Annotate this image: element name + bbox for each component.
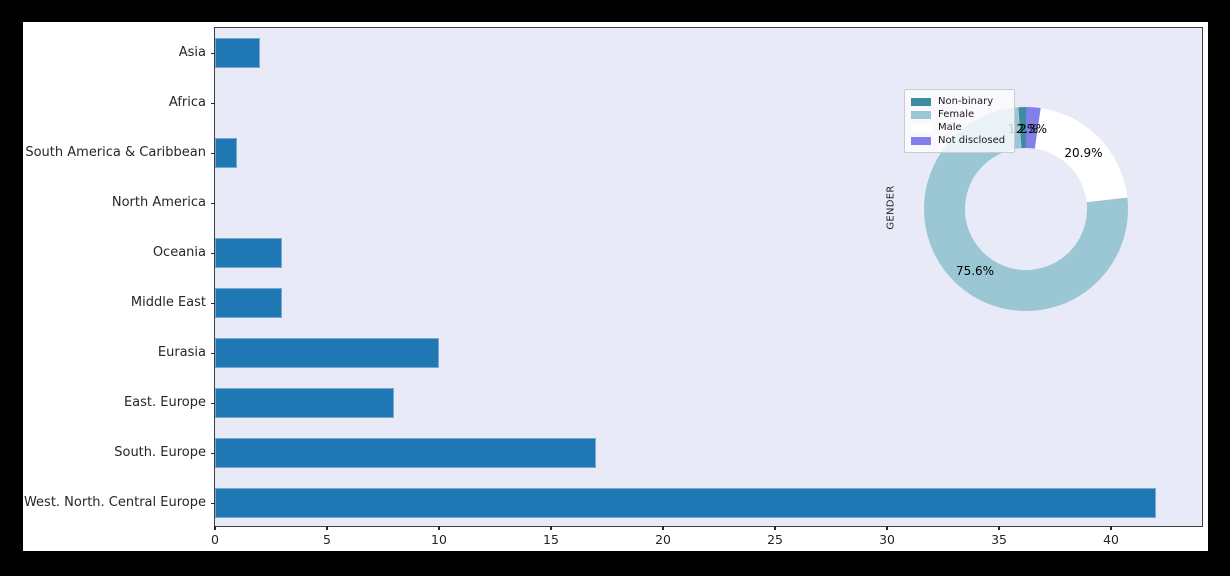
x-tick-label-35: 35 <box>991 532 1007 547</box>
y-tick-mark <box>211 402 215 404</box>
x-tick-mark <box>886 526 888 530</box>
x-tick-label-0: 0 <box>211 532 219 547</box>
y-tick-label-north-america: North America <box>111 195 206 210</box>
y-tick-mark <box>211 302 215 304</box>
y-tick-mark <box>211 352 215 354</box>
x-tick-label-5: 5 <box>323 532 331 547</box>
bar-south-america-caribbean <box>215 138 238 168</box>
y-tick-mark <box>211 52 215 54</box>
x-tick-mark <box>550 526 552 530</box>
gender-donut-chart <box>924 107 1129 312</box>
x-tick-mark <box>774 526 776 530</box>
bar-eurasia <box>215 338 439 368</box>
y-tick-label-asia: Asia <box>178 45 206 60</box>
y-tick-label-east-europe: East. Europe <box>123 395 206 410</box>
bar-middle-east <box>215 288 283 318</box>
x-tick-mark <box>998 526 1000 530</box>
legend-label-non-binary: Non-binary <box>938 96 994 107</box>
legend-swatch-non-binary-icon <box>911 97 931 106</box>
x-tick-label-15: 15 <box>543 532 559 547</box>
donut-ylabel: GENDER <box>885 185 897 230</box>
donut-slice-non-binary <box>1018 107 1026 149</box>
y-tick-label-middle-east: Middle East <box>130 295 206 310</box>
legend-item-male: Male <box>911 121 1005 134</box>
legend-item-non-binary: Non-binary <box>911 95 1005 108</box>
legend-swatch-male-icon <box>911 123 931 132</box>
legend-item-not-disclosed: Not disclosed <box>911 134 1005 147</box>
bar-east-europe <box>215 388 395 418</box>
x-tick-mark <box>326 526 328 530</box>
x-tick-mark <box>214 526 216 530</box>
legend-swatch-not-disclosed-icon <box>911 136 931 145</box>
y-tick-mark <box>211 202 215 204</box>
y-tick-mark <box>211 252 215 254</box>
y-tick-label-west-north-central-europe: West. North. Central Europe <box>23 495 206 510</box>
x-tick-label-20: 20 <box>655 532 671 547</box>
x-tick-mark <box>1110 526 1112 530</box>
x-tick-label-10: 10 <box>431 532 447 547</box>
y-tick-mark <box>211 452 215 454</box>
donut-slice-not-disclosed <box>1026 107 1041 149</box>
legend-label-female: Female <box>938 109 975 120</box>
legend-label-not-disclosed: Not disclosed <box>938 135 1006 146</box>
x-tick-label-40: 40 <box>1103 532 1119 547</box>
bar-asia <box>215 38 260 68</box>
y-tick-label-eurasia: Eurasia <box>157 345 206 360</box>
bar-south-europe <box>215 438 596 468</box>
x-tick-label-25: 25 <box>767 532 783 547</box>
legend-label-male: Male <box>938 122 962 133</box>
bar-west-north-central-europe <box>215 488 1156 518</box>
y-tick-label-oceania: Oceania <box>152 245 206 260</box>
matplotlib-figure: Asia Africa South America & Caribbean North… <box>23 22 1208 551</box>
x-tick-mark <box>662 526 664 530</box>
y-tick-mark <box>211 152 215 154</box>
pct-label-male: 20.9% <box>1064 146 1103 161</box>
y-tick-mark <box>211 502 215 504</box>
y-tick-label-south-europe: South. Europe <box>114 445 206 460</box>
y-tick-label-south-america-caribbean: South America & Caribbean <box>25 145 206 160</box>
x-tick-label-30: 30 <box>879 532 895 547</box>
y-tick-label-africa: Africa <box>168 95 206 110</box>
y-tick-mark <box>211 102 215 104</box>
donut-legend: Non-binary Female Male Not disclosed <box>904 89 1016 153</box>
pct-label-non-binary: 1.2% <box>1007 122 1039 137</box>
x-tick-mark <box>438 526 440 530</box>
donut-slice-female <box>924 107 1129 312</box>
legend-swatch-female-icon <box>911 110 931 119</box>
pct-label-not-disclosed: 2.3% <box>1016 122 1048 137</box>
bar-oceania <box>215 238 283 268</box>
pct-label-female: 75.6% <box>955 263 995 278</box>
legend-item-female: Female <box>911 108 1005 121</box>
donut-slice-male <box>1034 108 1128 203</box>
plot-area: Asia Africa South America & Caribbean North… <box>24 27 1203 547</box>
